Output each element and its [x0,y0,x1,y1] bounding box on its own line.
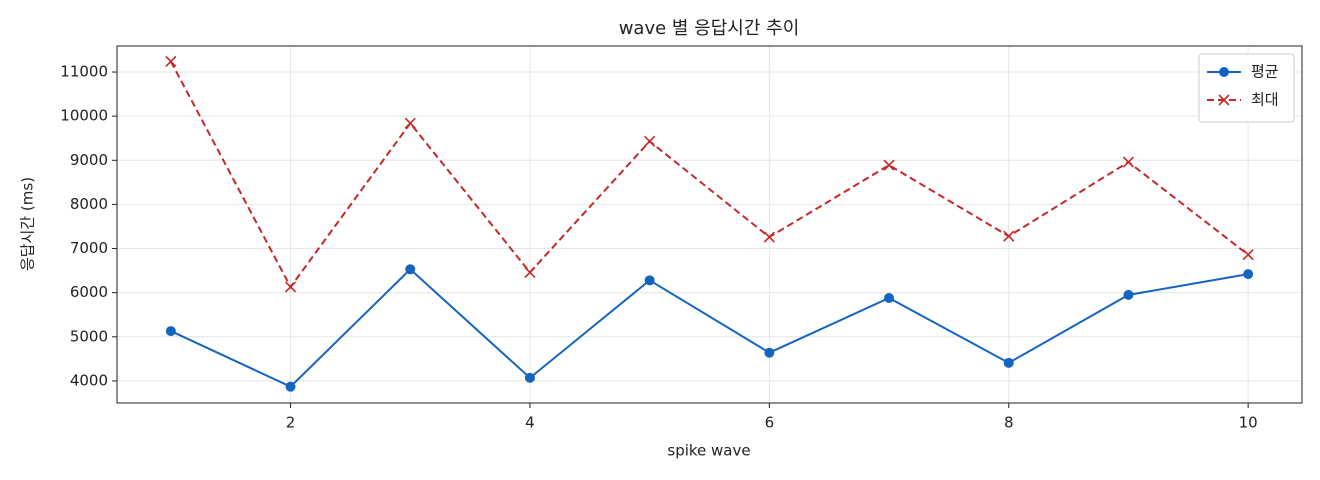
marker [1123,289,1134,300]
marker [1003,230,1015,242]
series-line [170,267,1249,388]
x-axis-label: spike wave [667,442,750,460]
marker [1218,94,1230,106]
marker [883,159,895,171]
chart-title: wave 별 응답시간 추이 [619,18,800,39]
y-tick-label: 4000 [70,371,108,389]
marker [884,292,895,303]
legend-box [1198,53,1295,123]
x-tick-label: 2 [286,414,296,432]
marker [1122,156,1135,168]
marker [165,55,177,68]
marker [1003,357,1014,368]
x-tick-label: 6 [765,414,775,432]
y-axis-label: 응답시간 (ms) [19,177,37,271]
marker [404,117,416,129]
x-tick-label: 8 [1004,414,1014,432]
marker [1242,249,1254,261]
legend-label: 평균 [1251,63,1279,81]
marker [1219,67,1229,77]
marker [284,281,297,293]
marker [165,326,176,337]
y-tick-label: 10000 [60,107,108,125]
marker [644,275,655,286]
marker [524,266,536,278]
marker [644,135,656,147]
marker [285,381,296,392]
y-tick-label: 5000 [70,327,108,345]
y-tick-label: 6000 [70,283,108,301]
marker [764,347,775,358]
y-tick-label: 8000 [70,195,108,213]
y-tick-label: 11000 [60,63,108,81]
legend-label: 최대 [1251,91,1279,109]
x-tick-label: 10 [1239,414,1258,432]
y-tick-label: 9000 [70,151,108,169]
x-tick-label: 4 [525,414,535,432]
marker [763,231,775,243]
plot-frame [116,45,1303,404]
marker [1243,269,1254,280]
marker [405,264,416,275]
marker [524,372,535,383]
y-tick-label: 7000 [70,239,108,257]
series-line [169,60,1249,289]
